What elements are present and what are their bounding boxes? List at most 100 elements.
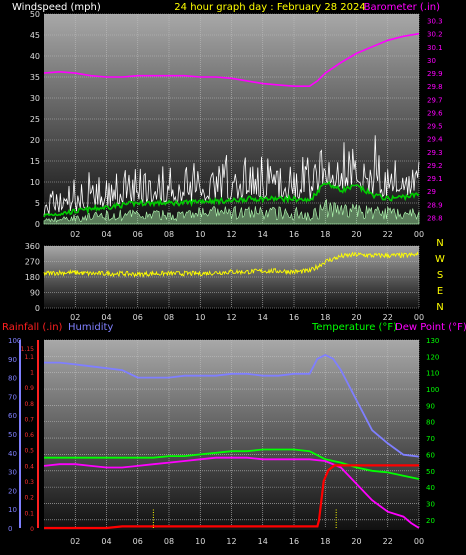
compass-label: E — [437, 286, 443, 297]
compass-label: N — [436, 238, 443, 249]
x-tick-label: 12 — [226, 537, 236, 546]
rain-y-tick: 0.6 — [24, 432, 34, 439]
temp-y-tick: 20 — [426, 517, 435, 525]
x-tick-label: 02 — [70, 537, 80, 546]
wind-y-tick: 10 — [30, 178, 40, 187]
barometer-line — [43, 32, 420, 87]
humidity-y-tick: 50 — [8, 431, 17, 439]
temperature-line — [44, 448, 420, 480]
wind-title: Windspeed (mph) — [12, 2, 101, 13]
rain-y-tick: 0.5 — [24, 448, 34, 455]
temp-y-tick: 70 — [426, 435, 435, 443]
baro-y-tick: 29.8 — [427, 83, 443, 91]
x-tick-label: 14 — [258, 537, 268, 546]
rain-y-tick: 0.7 — [24, 416, 34, 423]
humidity-line — [44, 354, 420, 458]
x-tick-label: 18 — [320, 313, 330, 322]
temp-y-tick: 110 — [426, 370, 439, 378]
chart-title: 24 hour graph day : February 28 2024 — [174, 2, 365, 13]
x-tick-label: 20 — [351, 230, 361, 239]
rain-y-tick: 0.8 — [24, 401, 34, 408]
wind-y-tick: 20 — [30, 136, 40, 145]
wind-y-tick: 15 — [30, 157, 40, 166]
wind-y-tick: 50 — [30, 10, 40, 19]
temp-y-tick: 100 — [426, 386, 439, 394]
baro-y-tick: 29.6 — [427, 109, 443, 117]
x-tick-label: 04 — [101, 313, 111, 322]
wind-y-tick: 45 — [30, 31, 40, 40]
x-tick-label: 06 — [133, 313, 143, 322]
wind-y-tick: 25 — [30, 115, 40, 124]
baro-y-tick: 30.3 — [427, 18, 443, 26]
baro-y-tick: 30.1 — [427, 44, 443, 52]
compass-label: S — [437, 270, 443, 281]
baro-y-tick: 29.3 — [427, 149, 443, 157]
baro-y-tick: 28.9 — [427, 201, 443, 209]
x-tick-label: 20 — [351, 313, 361, 322]
humidity-y-tick: 80 — [8, 375, 17, 383]
wind-low-area — [43, 198, 420, 225]
wind-direction-line — [43, 251, 419, 278]
x-tick-label: 10 — [195, 230, 205, 239]
baro-y-tick: 29.1 — [427, 175, 443, 183]
wind-y-tick: 30 — [30, 94, 40, 103]
wind-avg-line — [43, 180, 420, 218]
direction-grid — [44, 245, 420, 309]
compass-label: N — [436, 302, 443, 313]
temperature-title: Temperature (°F) — [311, 322, 397, 333]
rain-y-tick: 0.1 — [24, 510, 34, 517]
baro-y-tick: 29.9 — [427, 70, 443, 78]
rain-y-tick: 1.15 — [21, 346, 35, 353]
humidity-y-tick: 30 — [8, 469, 17, 477]
climate-marks — [43, 354, 420, 530]
rain-y-tick: 0.9 — [24, 385, 34, 392]
compass-label: W — [435, 254, 445, 265]
wind-gust-line — [43, 135, 420, 216]
humidity-y-tick: 10 — [8, 506, 17, 514]
humidity-y-tick: 100 — [8, 337, 21, 345]
temp-y-tick: 130 — [426, 337, 439, 345]
x-tick-label: 22 — [383, 537, 393, 546]
x-tick-label: 08 — [164, 537, 174, 546]
barometer-title: Barometer (.in) — [364, 2, 440, 13]
dewpoint-line — [43, 456, 420, 529]
x-tick-label: 02 — [70, 230, 80, 239]
wind-y-tick: 5 — [35, 199, 40, 208]
x-tick-label: 04 — [101, 230, 111, 239]
x-tick-label: 04 — [101, 537, 111, 546]
x-tick-label: 00 — [414, 537, 424, 546]
dir-y-tick: 180 — [25, 273, 40, 282]
rainfall-title: Rainfall (.in) — [2, 322, 63, 333]
baro-y-tick: 29.7 — [427, 96, 443, 104]
direction-marks — [43, 251, 419, 278]
dir-y-tick: 270 — [25, 258, 40, 267]
temp-y-tick: 120 — [426, 353, 439, 361]
rain-y-tick: 0.2 — [24, 495, 34, 502]
humidity-y-tick: 70 — [8, 393, 17, 401]
x-tick-label: 00 — [414, 313, 424, 322]
x-tick-label: 16 — [289, 313, 299, 322]
x-tick-label: 18 — [320, 537, 330, 546]
dewpoint-title: Dew Point (°F) — [395, 322, 466, 333]
humidity-y-tick: 90 — [8, 356, 17, 364]
temp-y-tick: 60 — [426, 451, 435, 459]
humidity-y-tick: 0 — [8, 525, 12, 533]
x-tick-label: 16 — [289, 230, 299, 239]
baro-y-tick: 30.2 — [427, 31, 443, 39]
wind-marks — [43, 32, 420, 225]
x-tick-label: 12 — [226, 313, 236, 322]
x-tick-label: 16 — [289, 537, 299, 546]
x-tick-label: 14 — [258, 313, 268, 322]
x-tick-label: 22 — [383, 313, 393, 322]
baro-y-tick: 30 — [427, 57, 436, 65]
rain-y-tick: 0.3 — [24, 479, 34, 486]
x-tick-label: 00 — [414, 230, 424, 239]
x-tick-label: 12 — [226, 230, 236, 239]
humidity-title: Humidity — [68, 322, 113, 333]
wind-y-tick: 35 — [30, 73, 40, 82]
x-tick-label: 20 — [351, 537, 361, 546]
rain-line — [44, 464, 419, 530]
wind-y-tick: 40 — [30, 52, 40, 61]
baro-y-tick: 29.5 — [427, 123, 443, 131]
